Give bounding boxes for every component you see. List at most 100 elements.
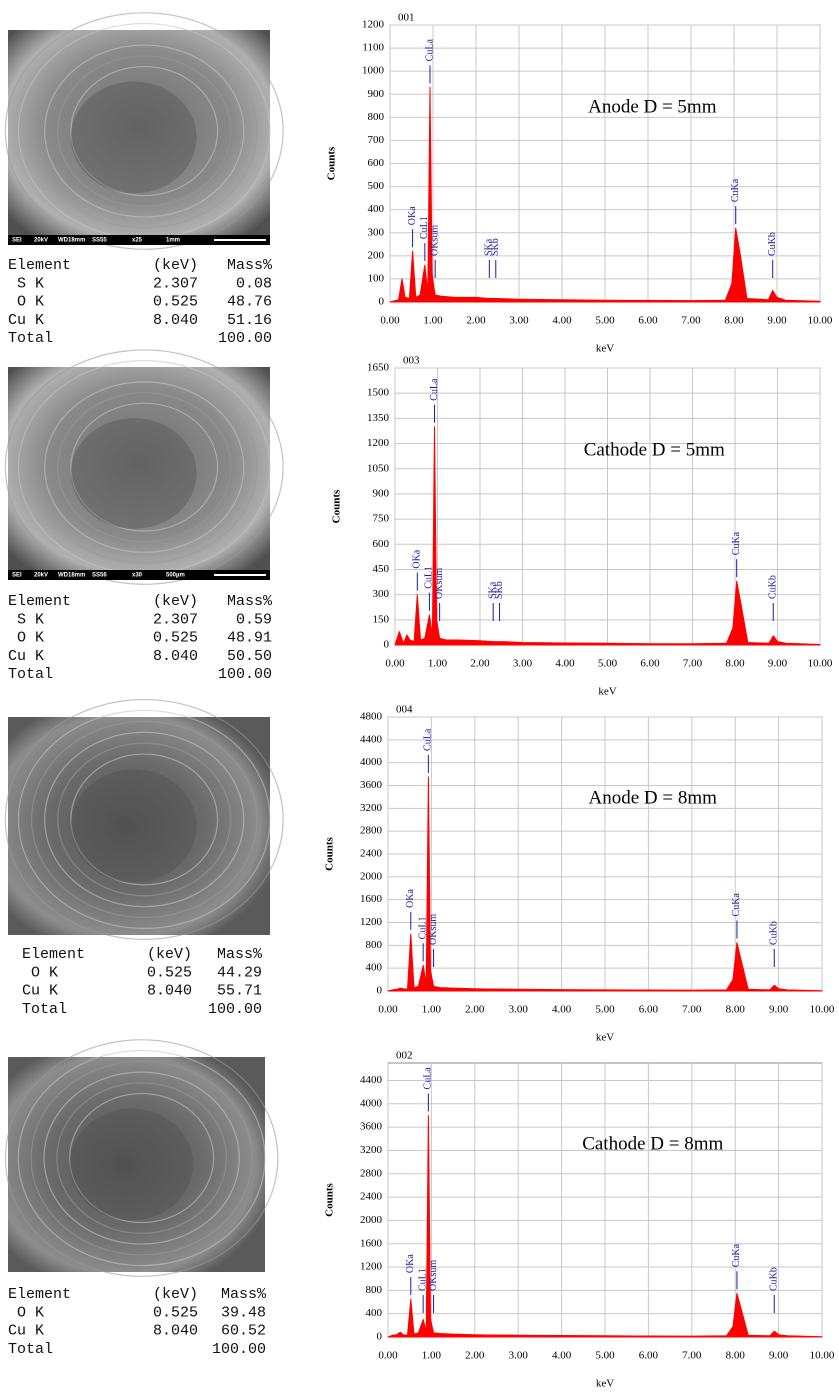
table-total: 100.00 [218, 330, 272, 347]
table-header: Element [22, 946, 85, 963]
x-tick-label: 2.00 [470, 658, 490, 670]
x-tick-label: 4.00 [552, 315, 572, 327]
x-tick-label: 5.00 [595, 1350, 615, 1362]
x-axis-label: keV [596, 1032, 614, 1044]
caption-text: SEI [12, 238, 22, 244]
peak-label: SKa [487, 581, 498, 599]
sem-image [8, 1057, 265, 1272]
y-tick-label: 4400 [360, 1074, 383, 1086]
table-header: Mass% [227, 257, 273, 274]
caption-text: x30 [132, 573, 143, 579]
table-cell: 51.16 [227, 312, 272, 329]
peak-label: CuKb [768, 575, 779, 599]
spectrum [387, 776, 823, 992]
y-tick-label: 1350 [367, 412, 390, 424]
table-header: Element [8, 1286, 71, 1303]
x-axis-label: keV [596, 1378, 614, 1389]
image-ring [4, 349, 284, 585]
y-tick-label: 600 [373, 538, 390, 550]
x-tick-label: 6.00 [639, 1004, 659, 1016]
table-cell: 8.040 [153, 1323, 198, 1340]
peak-label: CuKb [769, 1267, 780, 1291]
table-header: Element [8, 593, 71, 610]
peak-label: CuL1 [417, 1268, 428, 1291]
x-tick-label: 0.00 [385, 658, 405, 670]
peak-label: OKsum [434, 568, 445, 599]
y-tick-label: 4000 [360, 1097, 383, 1109]
image-spot [70, 769, 197, 883]
x-tick-label: 7.00 [683, 658, 703, 670]
peak-label: SKb [494, 581, 505, 599]
x-tick-label: 5.00 [595, 315, 615, 327]
y-tick-label: 2000 [360, 1214, 383, 1226]
caption-text: SS56 [92, 573, 107, 579]
table-cell: 0.525 [153, 630, 198, 647]
x-tick-label: 1.00 [428, 658, 448, 670]
x-tick-label: 7.00 [682, 1004, 702, 1016]
x-axis-label: keV [598, 686, 616, 698]
x-tick-label: 5.00 [598, 658, 618, 670]
y-axis-label: Counts [324, 1182, 336, 1216]
y-tick-label: 4800 [360, 711, 383, 723]
y-tick-label: 3200 [360, 802, 383, 814]
caption-text: SS55 [92, 238, 107, 244]
peak-label: OKsum [428, 914, 439, 945]
table-header: Element [8, 257, 71, 274]
table-cell: 0.525 [147, 964, 192, 981]
caption-text: WD18mm [58, 573, 85, 579]
image-ring [57, 391, 232, 543]
sem-image [8, 717, 270, 935]
x-tick-label: 8.00 [726, 1350, 746, 1362]
annotation: Anode D = 8mm [589, 788, 718, 809]
y-tick-label: 600 [368, 157, 385, 169]
image-spot [70, 81, 197, 194]
table-cell: 2.307 [153, 275, 198, 292]
spectrum [394, 426, 821, 646]
caption-text: 500µm [166, 573, 185, 579]
table-total: Total [8, 666, 53, 683]
image-ring [44, 44, 245, 218]
y-tick-label: 800 [368, 111, 385, 123]
image-ring [70, 402, 219, 532]
peak-label: SKa [484, 238, 495, 256]
chart-title: 003 [403, 355, 420, 367]
y-tick-label: 3600 [360, 779, 383, 791]
peak-label: OKsum [428, 1260, 439, 1291]
peak-label: CuKb [769, 921, 780, 945]
x-tick-label: 4.00 [552, 1004, 572, 1016]
peak-label: CuKa [730, 178, 741, 202]
image-ring [69, 1092, 215, 1224]
image-ring [44, 731, 245, 908]
y-tick-label: 0 [377, 1331, 383, 1343]
annotation: Cathode D = 5mm [584, 439, 725, 460]
peak-label: OKsum [429, 225, 440, 256]
y-tick-label: 1650 [367, 362, 390, 374]
y-tick-label: 300 [368, 226, 385, 238]
y-axis-label: Counts [326, 146, 338, 180]
caption-text: x25 [132, 238, 143, 244]
image-ring [56, 1082, 228, 1234]
peak-label: CuKa [731, 893, 742, 917]
peak-label: CuL1 [419, 216, 430, 239]
peak-label: CuL1 [424, 566, 435, 589]
x-tick-label: 1.00 [423, 315, 443, 327]
table-header: (keV) [153, 257, 198, 274]
table-total: Total [8, 330, 53, 347]
peak-label: CuKa [731, 531, 742, 555]
table-cell: 0.525 [153, 1304, 198, 1321]
x-tick-label: 6.00 [640, 658, 660, 670]
table-cell: 39.48 [221, 1304, 266, 1321]
table-cell: Cu K [8, 312, 44, 329]
table-header: (keV) [147, 946, 192, 963]
table-total: Total [22, 1001, 67, 1018]
y-tick-label: 1000 [362, 65, 385, 77]
caption-text: WD18mm [58, 238, 85, 244]
y-tick-label: 2400 [360, 1191, 383, 1203]
x-tick-label: 3.00 [513, 658, 533, 670]
table-header: Mass% [217, 946, 263, 963]
x-tick-label: 0.00 [378, 1004, 398, 1016]
chart-title: 001 [398, 12, 415, 24]
table-cell: 8.040 [147, 983, 192, 1000]
caption-text: 1mm [166, 238, 180, 244]
